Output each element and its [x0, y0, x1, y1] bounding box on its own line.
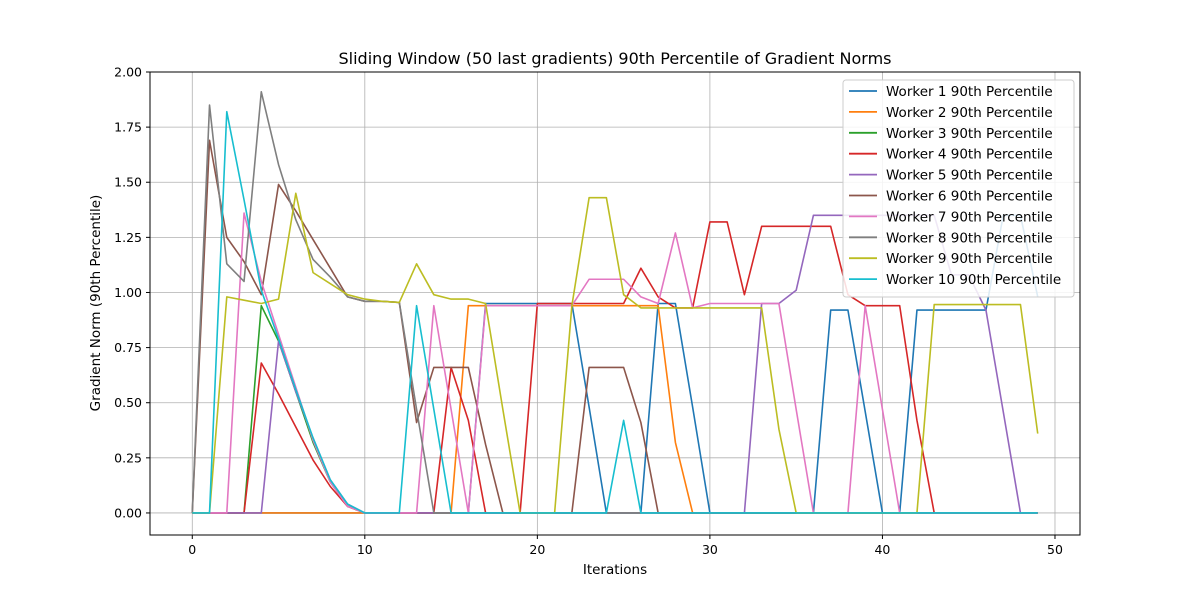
legend-box — [842, 79, 1075, 298]
series-line-worker-7 — [192, 212, 1038, 514]
legend-entry-label: Worker 1 90th Percentile — [886, 84, 1053, 100]
axis-ticks: 0 10 20 30 40 50 0.00 0.25 0.50 0.75 1.00 1.25 1.50 1… — [114, 65, 1063, 558]
legend-entry-label: Worker 5 90th Percentile — [886, 168, 1053, 184]
y-tick-label: 0.25 — [114, 450, 142, 465]
y-tick-label: 1.50 — [114, 175, 142, 190]
x-tick-label: 0 — [188, 542, 196, 557]
x-tick-label: 30 — [702, 542, 718, 557]
legend-entry-label: Worker 9 90th Percentile — [886, 251, 1053, 267]
y-tick-label: 0.75 — [114, 340, 142, 355]
chart-title: Sliding Window (50 last gradients) 90th … — [339, 49, 892, 68]
y-axis-label: Gradient Norm (90th Percentile) — [88, 195, 104, 412]
y-tick-label: 2.00 — [114, 65, 142, 80]
y-tick-label: 1.25 — [114, 230, 142, 245]
x-tick-label: 50 — [1047, 542, 1063, 557]
y-tick-label: 1.75 — [114, 120, 142, 135]
legend-entry-label: Worker 3 90th Percentile — [886, 126, 1053, 142]
legend-entry-label: Worker 2 90th Percentile — [886, 105, 1053, 121]
legend-entry-label: Worker 8 90th Percentile — [886, 230, 1053, 246]
y-tick-label: 0.00 — [114, 505, 142, 520]
plot-frame — [149, 71, 1081, 536]
y-tick-label: 1.00 — [114, 285, 142, 300]
x-tick-label: 40 — [874, 542, 890, 557]
legend-entry-label: Worker 10 90th Percentile — [886, 272, 1061, 288]
legend-entry-label: Worker 4 90th Percentile — [886, 147, 1053, 163]
x-tick-label: 20 — [529, 542, 545, 557]
series-line-worker-4 — [192, 221, 1038, 514]
x-tick-label: 10 — [357, 542, 373, 557]
y-tick-label: 0.50 — [114, 395, 142, 410]
legend-entry-label: Worker 6 90th Percentile — [886, 189, 1053, 205]
series-line-worker-2 — [192, 304, 1038, 514]
x-axis-label: Iterations — [583, 562, 647, 578]
legend-entry-label: Worker 7 90th Percentile — [886, 209, 1053, 225]
series-line-worker-10 — [192, 110, 1038, 514]
series-line-worker-3 — [192, 304, 1038, 514]
legend: Worker 1 90th Percentile Worker 2 90th Pe… — [842, 79, 1075, 298]
series-lines — [191, 91, 1039, 514]
